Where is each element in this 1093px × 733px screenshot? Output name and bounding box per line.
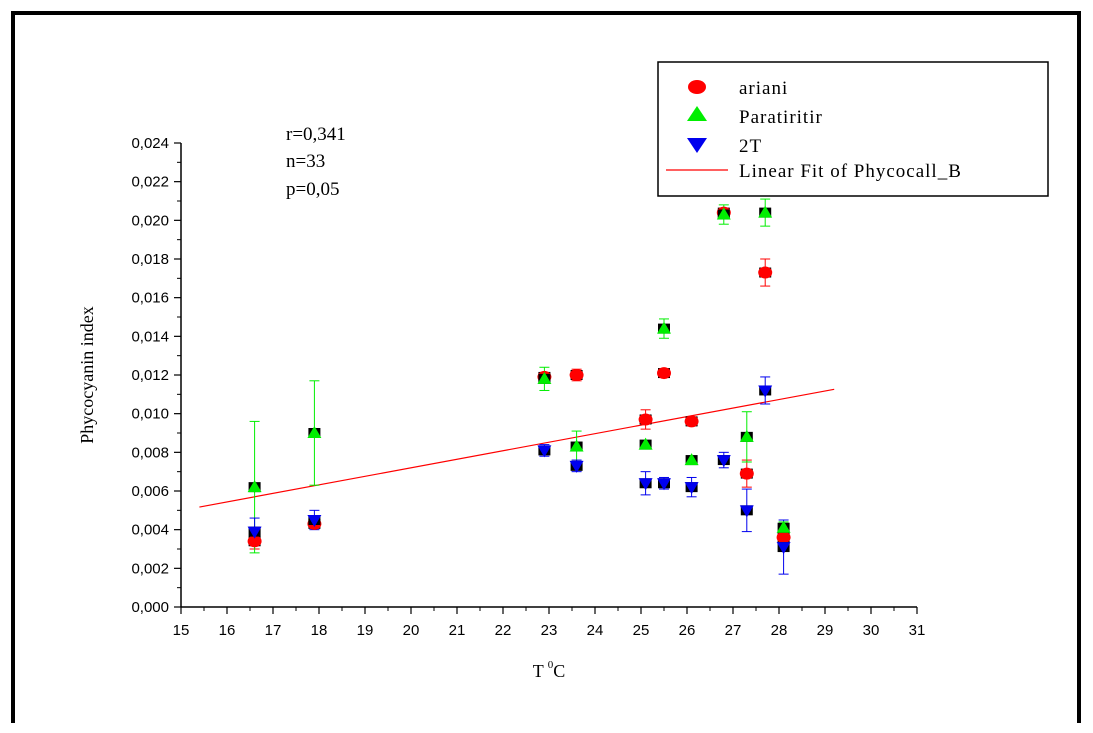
data-point bbox=[638, 478, 653, 491]
x-axis-title: T 0C bbox=[533, 659, 566, 681]
data-point bbox=[684, 453, 699, 466]
x-tick-label: 16 bbox=[219, 622, 236, 639]
x-tick-label: 25 bbox=[633, 622, 650, 639]
figure-frame bbox=[11, 11, 1081, 723]
data-point bbox=[638, 437, 653, 450]
data-point bbox=[657, 478, 671, 491]
x-tick-label: 31 bbox=[909, 622, 926, 639]
data-point bbox=[758, 266, 773, 279]
y-tick-label: 0,008 bbox=[131, 444, 169, 461]
x-tick-label: 21 bbox=[449, 622, 466, 639]
y-tick-label: 0,016 bbox=[131, 290, 169, 307]
x-axis-title-sup: 0 bbox=[548, 659, 554, 671]
data-point bbox=[537, 445, 552, 458]
y-tick-label: 0,022 bbox=[131, 174, 169, 191]
y-tick-label: 0,006 bbox=[131, 483, 169, 500]
x-tick-label: 23 bbox=[541, 622, 558, 639]
data-point bbox=[776, 542, 791, 555]
legend-label-ariani: ariani bbox=[739, 78, 788, 99]
stats-annotation: r=0,341 n=33 p=0,05 bbox=[286, 124, 346, 200]
data-point bbox=[716, 207, 731, 220]
x-tick-label: 22 bbox=[495, 622, 512, 639]
data-point bbox=[739, 467, 754, 480]
y-tick-label: 0,010 bbox=[131, 406, 169, 423]
legend-label-fit: Linear Fit of Phycocall_B bbox=[739, 161, 962, 182]
x-tick-label: 30 bbox=[863, 622, 880, 639]
x-tick-label: 26 bbox=[679, 622, 696, 639]
y-tick-label: 0,018 bbox=[131, 251, 169, 268]
errorbar-layer bbox=[249, 198, 789, 575]
legend-box bbox=[657, 61, 1049, 197]
data-point bbox=[716, 455, 731, 468]
data-point bbox=[569, 369, 584, 381]
data-point bbox=[247, 526, 262, 539]
data-point bbox=[684, 482, 699, 495]
fit-line bbox=[199, 388, 835, 508]
y-tick-label: 0,024 bbox=[131, 135, 169, 152]
x-tick-label: 15 bbox=[173, 622, 190, 639]
data-point bbox=[776, 531, 791, 544]
data-point bbox=[657, 367, 671, 380]
stat-p: p=0,05 bbox=[286, 179, 339, 200]
stat-r: r=0,341 bbox=[286, 124, 346, 145]
x-axis-title-unit: C bbox=[553, 661, 565, 681]
y-tick-label: 0,012 bbox=[131, 367, 169, 384]
x-tick-label: 29 bbox=[817, 622, 834, 639]
data-point bbox=[569, 460, 584, 473]
x-ticks: 15 16 17 18 19 20 21 22 23 24 25 26 27 28 29 30 31 bbox=[173, 607, 926, 639]
y-ticks: 0,000 0,002 0,004 0,006 0,008 0,010 0,012 0,014… bbox=[131, 135, 181, 616]
data-point bbox=[657, 321, 671, 334]
x-tick-label: 28 bbox=[771, 622, 788, 639]
x-tick-label: 19 bbox=[357, 622, 374, 639]
legend-marker-ariani bbox=[688, 80, 706, 94]
data-point bbox=[739, 429, 754, 442]
y-tick-label: 0,000 bbox=[131, 599, 169, 616]
y-tick-label: 0,002 bbox=[131, 560, 169, 577]
data-point bbox=[758, 205, 773, 218]
legend-marker-2t bbox=[687, 138, 707, 153]
data-point bbox=[537, 371, 552, 384]
data-point bbox=[739, 505, 754, 518]
data-point bbox=[307, 515, 322, 527]
point-layer bbox=[247, 205, 791, 555]
y-tick-label: 0,004 bbox=[131, 522, 169, 539]
data-point bbox=[569, 439, 584, 452]
data-point bbox=[307, 426, 322, 438]
data-point bbox=[684, 415, 699, 428]
y-tick-label: 0,020 bbox=[131, 212, 169, 229]
x-tick-label: 24 bbox=[587, 622, 604, 639]
x-tick-label: 20 bbox=[403, 622, 420, 639]
y-tick-label: 0,014 bbox=[131, 328, 169, 345]
data-point bbox=[758, 385, 773, 398]
x-tick-label: 27 bbox=[725, 622, 742, 639]
legend-label-2t: 2T bbox=[739, 136, 762, 157]
fit-layer bbox=[199, 388, 835, 508]
x-axis-title-main: T bbox=[533, 661, 544, 681]
x-tick-label: 17 bbox=[265, 622, 282, 639]
legend-marker-paratiritir bbox=[687, 106, 707, 121]
legend: ariani Paratiritir 2T Linear Fit of Phyc… bbox=[657, 61, 1049, 197]
stat-n: n=33 bbox=[286, 151, 325, 172]
data-point bbox=[776, 520, 791, 533]
data-point bbox=[247, 535, 262, 548]
legend-label-paratiritir: Paratiritir bbox=[739, 107, 823, 128]
y-axis-title: Phycocyanin index bbox=[77, 306, 97, 443]
x-tick-label: 18 bbox=[311, 622, 328, 639]
data-point bbox=[638, 413, 653, 426]
data-point bbox=[247, 480, 262, 493]
